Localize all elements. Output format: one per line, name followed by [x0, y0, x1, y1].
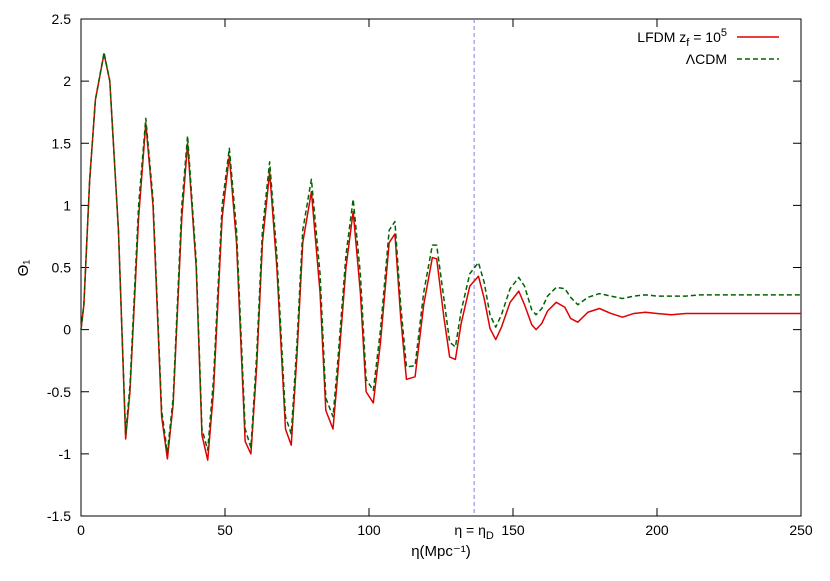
legend-label-1: ΛCDM: [686, 51, 727, 67]
plot-frame: [80, 18, 802, 517]
x-tick-label: 200: [645, 522, 669, 538]
legend-label-main: LFDM z: [637, 29, 686, 45]
y-tick-label: 2: [63, 73, 71, 89]
x-tick-label: 50: [217, 522, 233, 538]
x-tick-label: 100: [357, 522, 381, 538]
legend-label-sup: 5: [721, 27, 727, 39]
legend-label-rest: = 10: [689, 29, 721, 45]
y-tick-label: 2.5: [52, 11, 72, 27]
y-tick-label: 1: [63, 197, 71, 213]
series-line-1: [80, 51, 801, 454]
legend-label-0: LFDM zf = 105: [637, 27, 727, 49]
ticks: 0 50 100 150 200 250 -1.5 -1 -0.5 0 0.5 1 1.5 2 2.5: [47, 11, 813, 538]
legend-label-sub: f: [686, 37, 690, 49]
y-axis-title: Θ₁: [15, 260, 32, 277]
legend: LFDM zf = 105 ΛCDM: [637, 27, 779, 67]
x-tick-label: 150: [501, 522, 525, 538]
y-tick-label: 0.5: [52, 260, 72, 276]
series-group: [80, 51, 801, 461]
y-tick-label: -0.5: [47, 384, 71, 400]
y-tick-label: -1.5: [47, 508, 71, 524]
x-tick-label: 0: [77, 522, 85, 538]
eta-d-label-main: η = η: [454, 522, 486, 538]
eta-d-label-sub: D: [486, 530, 494, 542]
x-axis-title: η(Mpc⁻¹): [411, 543, 471, 560]
x-tick-label: 250: [789, 522, 813, 538]
y-tick-label: -1: [59, 446, 72, 462]
legend-label-main: ΛCDM: [686, 51, 727, 67]
series-line-0: [80, 53, 801, 461]
eta-d-label: η = ηD: [454, 522, 494, 542]
y-tick-label: 1.5: [52, 135, 72, 151]
y-tick-label: 0: [63, 322, 71, 338]
